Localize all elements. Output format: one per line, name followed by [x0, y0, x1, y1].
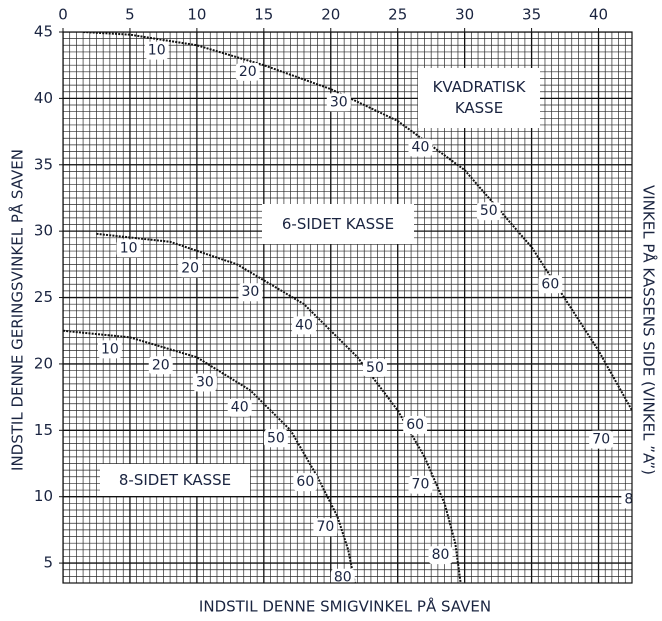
y2-axis-title: VINKEL PÅ KASSENS SIDE (VINKEL ”A”)	[640, 185, 659, 475]
series-label: 8-SIDET KASSE	[100, 464, 250, 496]
point-label-bg	[263, 429, 288, 448]
point-label-bg	[330, 568, 355, 583]
point-label: 70	[592, 432, 610, 448]
point-labels: 10 20 30 40 50 60 70 80 10 20 30 40 50 60 70 80 10 20 30 40…	[97, 41, 642, 586]
series-label: KVADRATISK KASSE	[418, 68, 540, 128]
point-label: 80	[334, 570, 352, 586]
y-tick-label: 10	[34, 487, 53, 505]
curves	[63, 32, 632, 583]
point-label-bg	[238, 283, 263, 302]
x-tick-label: 20	[321, 6, 340, 24]
point-label: 60	[296, 474, 314, 490]
point-label-bg	[362, 358, 387, 377]
y-tick-label: 45	[34, 23, 53, 41]
point-label: 10	[120, 240, 138, 256]
x-tick-label: 25	[388, 6, 407, 24]
point-label-bg	[97, 340, 122, 359]
point-label-bg	[192, 373, 217, 392]
x-tick-label: 40	[589, 6, 608, 24]
point-label-bg	[313, 518, 338, 537]
grid	[63, 32, 632, 583]
point-label-bg	[291, 316, 316, 335]
point-label: 10	[101, 341, 119, 357]
y-tick-label: 35	[34, 155, 53, 173]
series-label: 6-SIDET KASSE	[262, 204, 414, 244]
curve	[96, 232, 462, 583]
point-label: 40	[295, 317, 313, 333]
point-label: 20	[152, 357, 170, 373]
y-tick-label: 25	[34, 288, 53, 306]
point-label: 60	[541, 276, 559, 292]
point-label-bg	[326, 93, 351, 112]
point-label: 70	[316, 519, 334, 535]
curve	[63, 329, 356, 583]
x-tick-label: 35	[522, 6, 541, 24]
y-tick-label: 30	[34, 222, 53, 240]
point-label-bg	[428, 546, 453, 565]
point-label-bg	[403, 416, 428, 435]
point-label-bg	[227, 398, 252, 417]
point-label: 20	[181, 260, 199, 276]
curve	[83, 32, 632, 411]
point-label-bg	[408, 138, 433, 157]
y-tick-label: 40	[34, 89, 53, 107]
point-label: 20	[239, 64, 257, 80]
point-label-bg	[178, 259, 203, 278]
point-label-bg	[144, 41, 169, 60]
point-label: 30	[242, 284, 260, 300]
point-label-bg	[148, 356, 173, 375]
point-label: 60	[406, 417, 424, 433]
x-tick-label: 15	[254, 6, 273, 24]
point-label: 10	[148, 43, 166, 59]
point-label: 30	[196, 375, 214, 391]
y-tick-label: 15	[34, 421, 53, 439]
ticks: 0 5 10 15 20 25 30 35 40 5 10 15 20 25 30 35 40 45	[34, 6, 608, 572]
x-axis-title: INDSTIL DENNE SMIGVINKEL PÅ SAVEN	[199, 597, 491, 616]
point-label: 30	[330, 94, 348, 110]
point-label: 50	[267, 430, 285, 446]
point-label: 70	[412, 477, 430, 493]
point-label-bg	[538, 275, 563, 294]
point-label-bg	[476, 202, 501, 221]
y-tick-label: 20	[34, 354, 53, 372]
point-label: 40	[231, 400, 249, 416]
point-label: 50	[366, 360, 384, 376]
x-tick-label: 10	[187, 6, 206, 24]
point-label-bg	[116, 239, 141, 258]
point-label: 40	[412, 140, 430, 156]
x-tick-label: 0	[58, 6, 68, 24]
plot-frame	[62, 31, 633, 584]
point-label-bg	[621, 490, 632, 509]
point-label: 80	[432, 547, 450, 563]
x-tick-label: 30	[455, 6, 474, 24]
y-axis-title: INDSTIL DENNE GERINGSVINKEL PÅ SAVEN	[8, 149, 27, 471]
point-label-bg	[589, 430, 614, 449]
point-label: 50	[480, 203, 498, 219]
point-label-bg	[408, 475, 433, 494]
point-label-bg	[293, 473, 318, 492]
x-tick-label: 5	[125, 6, 135, 24]
point-label-bg	[235, 62, 260, 81]
point-label: 80	[624, 491, 642, 507]
y-tick-label: 5	[43, 554, 53, 572]
